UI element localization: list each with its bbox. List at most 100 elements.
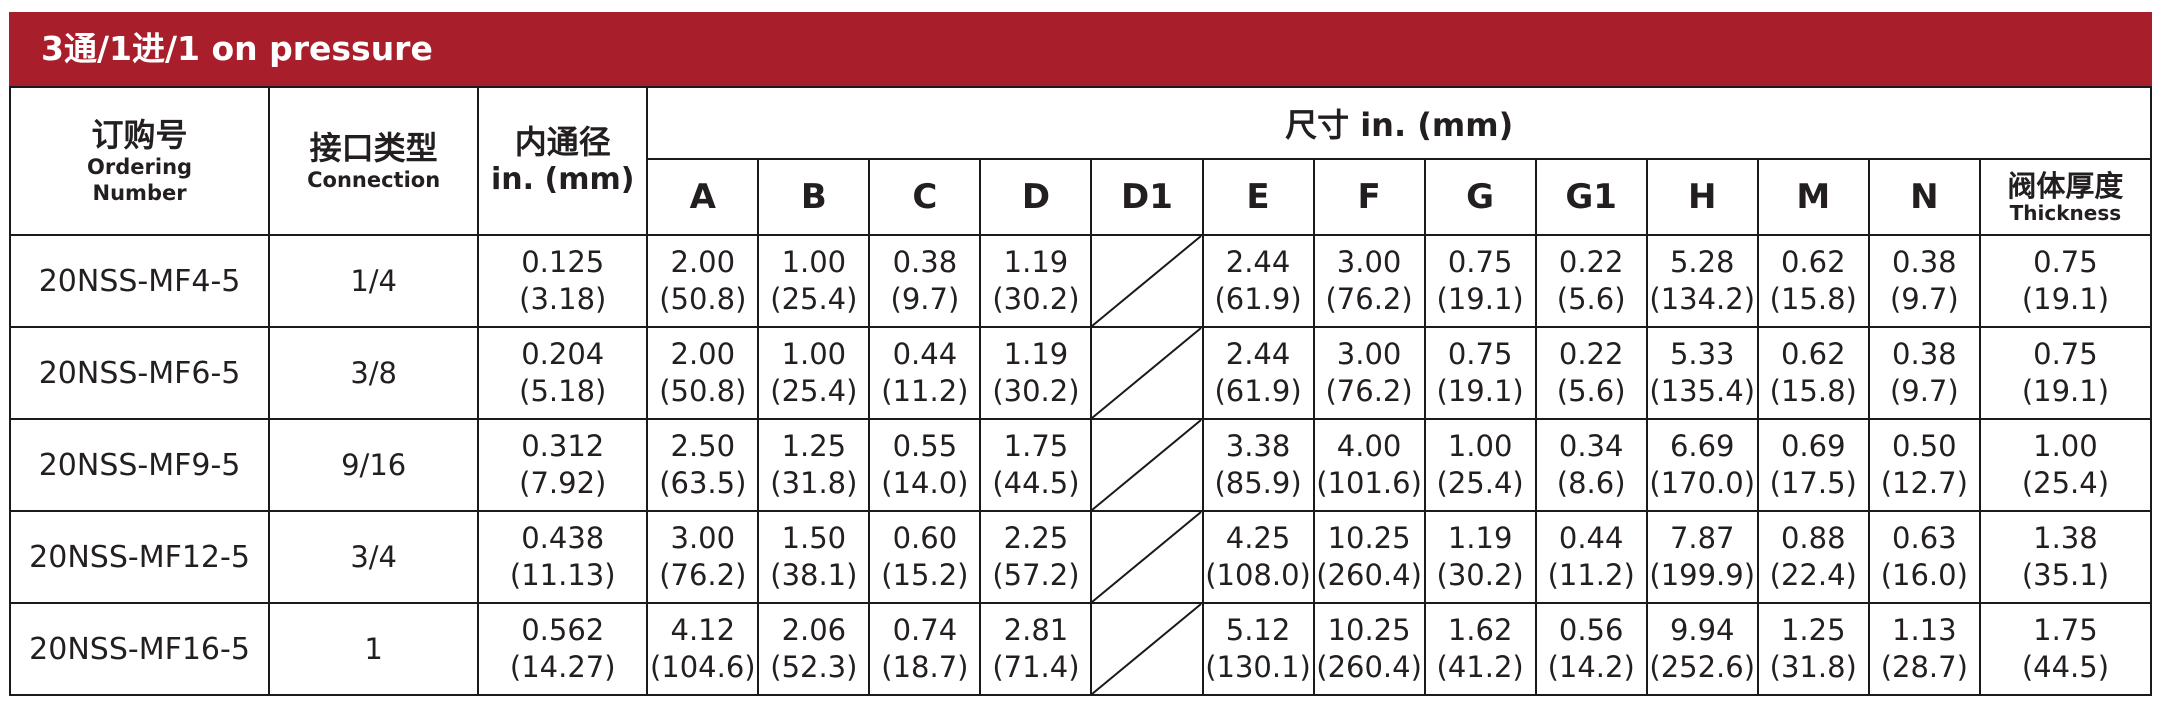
dim-cell-m: 0.62 (15.8) [1756,234,1870,328]
value-inch: 1.19 [1003,337,1069,371]
dim-cell-d: 1.19 (30.2) [979,234,1093,328]
value-inch: 5.33 [1669,337,1735,371]
value-mm: (9.7) [1889,282,1959,316]
dim-cell-f: 3.00 (76.2) [1312,326,1426,420]
dim-cell-e: 4.25 (108.0) [1201,510,1315,604]
value-inch: 0.312 [521,429,605,463]
value-inch: 1.19 [1003,245,1069,279]
dim-cell-d: 1.19 (30.2) [979,326,1093,420]
value-mm: (25.4) [1436,466,1524,500]
table-title: 3通/1进/1 on pressure [41,29,433,68]
value-mm: (25.4) [770,374,858,408]
title-bar: 3通/1进/1 on pressure [9,12,2152,86]
value-inch: 5.12 [1225,613,1291,647]
value-inch: 1.75 [1003,429,1069,463]
value-mm: (38.1) [770,558,858,592]
value-mm: (15.2) [881,558,969,592]
value-mm: (3.18) [519,282,607,316]
dim-cell-h: 9.94 (252.6) [1645,602,1759,696]
bore-zh: 内通径 [514,123,611,161]
value-mm: (9.7) [1889,374,1959,408]
dim-cell-g1: 0.34 (8.6) [1534,418,1648,512]
dim-col-d1: D1 [1090,158,1204,236]
ordering-number-cell: 20NSS-MF6-5 [8,326,271,420]
value-inch: 0.44 [1558,521,1624,555]
bore-cell: 0.312 (7.92) [477,418,649,512]
dim-cell-e: 2.44 (61.9) [1201,234,1315,328]
dim-cell-f: 3.00 (76.2) [1312,234,1426,328]
header-row-dims: A B C D D1 E F G G1 H M N 阀体厚度 Thickness [10,158,2153,236]
value-mm: (11.2) [881,374,969,408]
connection-cell: 3/8 [268,326,480,420]
value-mm: (12.7) [1880,466,1968,500]
value-mm: (19.1) [2021,282,2110,316]
ordering-number-cell: 20NSS-MF16-5 [8,602,271,696]
value-mm: (9.7) [890,282,960,316]
connection-cell: 1/4 [268,234,480,328]
value-mm: (85.9) [1214,466,1302,500]
dim-cell-n: 0.38 (9.7) [1867,234,1981,328]
value-inch: 0.75 [2033,245,2098,279]
bore-cell: 0.204 (5.18) [477,326,649,420]
dim-cell-g: 1.62 (41.2) [1423,602,1537,696]
value-inch: 2.44 [1225,245,1291,279]
diagonal-line-icon [1092,328,1201,418]
value-inch: 2.00 [670,337,736,371]
value-inch: 0.75 [1447,337,1513,371]
value-mm: (76.2) [1325,374,1413,408]
table-row: 20NSS-MF6-5 3/8 0.204 (5.18) 2.00 (50.8) 1.00(… [8,326,2153,420]
thickness-cell: 1.38 (35.1) [1978,510,2153,604]
dim-cell-f: 10.25 (260.4) [1312,510,1426,604]
value-inch: 0.75 [2033,337,2098,371]
value-mm: (57.2) [992,558,1080,592]
dim-col-n: N [1867,158,1981,236]
value-mm: (14.2) [1547,650,1635,684]
value-inch: 0.562 [521,613,605,647]
dim-cell-b: 2.06 (52.3) [757,602,871,696]
dim-cell-b: 1.00 (25.4) [757,234,871,328]
table-body: 20NSS-MF4-5 1/4 0.125 (3.18) 2.00 (50.8) 1.00(… [8,234,2153,696]
value-inch: 1.00 [1447,429,1513,463]
value-inch: 1.25 [1780,613,1846,647]
value-mm: (25.4) [770,282,858,316]
dim-cell-a: 3.00 (76.2) [646,510,760,604]
dim-cell-g1: 0.22 (5.6) [1534,234,1648,328]
ordering-number-cell: 20NSS-MF12-5 [8,510,271,604]
value-mm: (19.1) [1436,282,1524,316]
value-mm: (11.2) [1547,558,1635,592]
dim-cell-g1: 0.56 (14.2) [1534,602,1648,696]
bore-cell: 0.125 (3.18) [477,234,649,328]
not-applicable-cell [1090,602,1204,696]
thickness-en: Thickness [2009,201,2122,225]
value-inch: 0.22 [1558,337,1624,371]
diagonal-line-icon [1092,604,1201,694]
value-inch: 3.00 [670,521,736,555]
value-inch: 1.00 [781,337,847,371]
dim-cell-e: 2.44 (61.9) [1201,326,1315,420]
value-inch: 0.62 [1780,337,1846,371]
dim-col-g: G [1423,158,1537,236]
value-mm: (260.4) [1316,558,1422,592]
dim-cell-g: 1.19 (30.2) [1423,510,1537,604]
dim-cell-n: 0.38 (9.7) [1867,326,1981,420]
value-mm: (41.2) [1436,650,1524,684]
dim-cell-c: 0.44 (11.2) [868,326,982,420]
value-mm: (170.0) [1649,466,1756,500]
value-mm: (30.2) [1436,558,1524,592]
value-inch: 4.00 [1336,429,1402,463]
value-mm: (11.13) [509,558,616,592]
table-row: 20NSS-MF16-5 1 0.562 (14.27) 4.12 (104.6) 2.06… [8,602,2153,696]
value-inch: 2.06 [781,613,847,647]
value-mm: (16.0) [1880,558,1968,592]
dim-cell-e: 5.12 (130.1) [1201,602,1315,696]
value-inch: 0.438 [521,521,605,555]
value-mm: (22.4) [1769,558,1857,592]
value-inch: 0.55 [892,429,958,463]
value-inch: 0.50 [1892,429,1957,463]
connection-zh: 接口类型 [309,129,438,167]
value-inch: 4.25 [1225,521,1291,555]
value-inch: 3.00 [1336,337,1402,371]
value-mm: (44.5) [2021,650,2110,684]
value-inch: 2.00 [670,245,736,279]
value-inch: 0.44 [892,337,958,371]
